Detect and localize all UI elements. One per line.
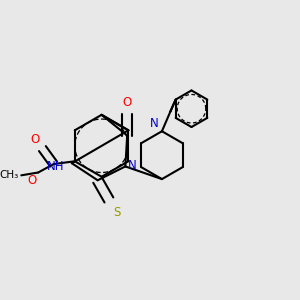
Text: N: N: [150, 117, 159, 130]
Text: O: O: [30, 133, 40, 146]
Text: O: O: [123, 96, 132, 109]
Text: O: O: [28, 174, 37, 187]
Text: CH₃: CH₃: [0, 170, 19, 180]
Text: S: S: [113, 206, 121, 219]
Text: NH: NH: [47, 160, 65, 172]
Text: N: N: [128, 158, 137, 172]
